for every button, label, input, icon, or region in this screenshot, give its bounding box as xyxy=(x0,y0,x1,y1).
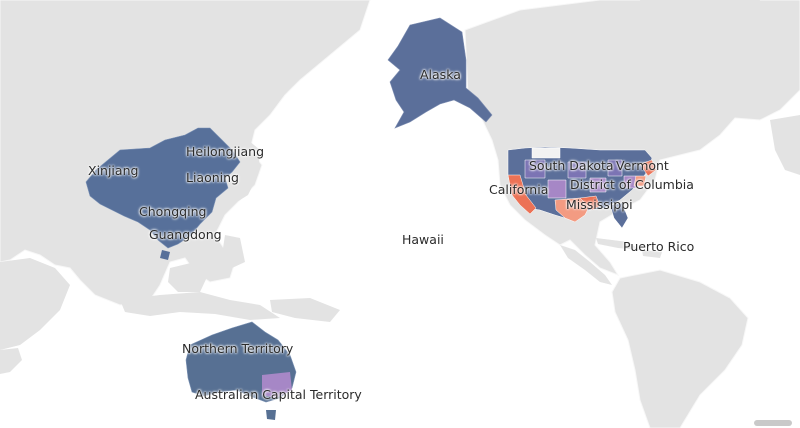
landmass-central-america xyxy=(560,245,612,285)
region-alaska-shape[interactable] xyxy=(387,17,493,129)
label-puerto-rico[interactable]: Puerto Rico xyxy=(623,239,695,254)
region-taiwan-shape xyxy=(208,222,215,232)
landmass-borneo xyxy=(168,262,208,292)
map-resize-handle[interactable] xyxy=(754,420,792,426)
label-south-dakota[interactable]: South Dakota xyxy=(529,158,614,173)
label-hawaii[interactable]: Hawaii xyxy=(402,232,444,247)
label-california[interactable]: California xyxy=(489,182,549,197)
landmass-japan xyxy=(228,140,260,205)
label-alaska[interactable]: Alaska xyxy=(420,67,461,82)
landmass-hispaniola xyxy=(642,250,662,258)
landmass-philippines xyxy=(222,235,245,268)
landmass-arctic-islands xyxy=(560,35,620,70)
region-nsw-shape[interactable] xyxy=(262,372,292,398)
region-tasmania-shape[interactable] xyxy=(266,410,276,420)
label-mississippi[interactable]: Mississippi xyxy=(566,197,633,212)
landmass-indonesia xyxy=(120,292,280,320)
landmass-cuba xyxy=(596,238,640,250)
label-northern-territory[interactable]: Northern Territory xyxy=(182,341,294,356)
landmass-new-guinea xyxy=(270,298,340,322)
landmass-south-america xyxy=(611,269,749,428)
label-heilongjiang[interactable]: Heilongjiang xyxy=(186,144,265,159)
landmass-greenland xyxy=(640,0,760,85)
region-contiguous-us[interactable] xyxy=(507,146,657,229)
label-vermont[interactable]: Vermont xyxy=(616,158,669,173)
landmass-europe-edge xyxy=(770,115,800,175)
region-china-shape[interactable] xyxy=(85,127,241,249)
label-district-of-columbia[interactable]: District of Columbia xyxy=(570,177,694,192)
landmass-africa xyxy=(0,348,22,374)
label-australian-capital-territory[interactable]: Australian Capital Territory xyxy=(195,387,362,402)
landmass-arctic-islands-2 xyxy=(610,70,650,100)
label-chongqing[interactable]: Chongqing xyxy=(139,204,207,219)
landmass-south-asia xyxy=(0,258,70,350)
region-hainan-shape[interactable] xyxy=(160,250,170,260)
label-guangdong[interactable]: Guangdong xyxy=(149,227,222,242)
label-liaoning[interactable]: Liaoning xyxy=(186,170,239,185)
label-xinjiang[interactable]: Xinjiang xyxy=(88,163,139,178)
